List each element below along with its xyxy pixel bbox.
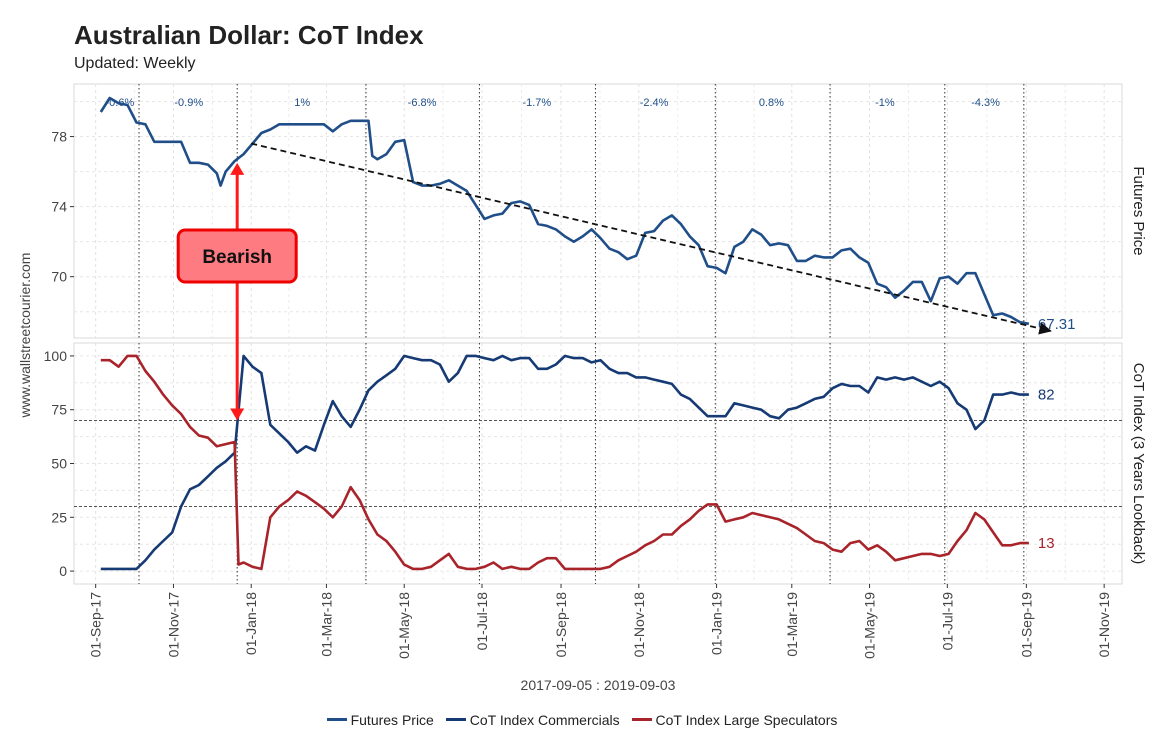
quarter-change-label: -0.9% (174, 97, 203, 109)
y-tick-label: 100 (44, 348, 68, 364)
x-tick-label: 01-Jan-19 (709, 592, 725, 655)
legend-item-futures-price: Futures Price (326, 711, 434, 728)
x-tick-label: 01-Jan-18 (243, 592, 259, 655)
x-tick-label: 01-Nov-19 (1096, 592, 1112, 658)
x-tick-label: 01-Sep-17 (88, 592, 104, 658)
x-tick-label: 01-Sep-18 (553, 592, 569, 658)
quarter-change-label: -4.3% (971, 97, 1000, 109)
trend-arrow (251, 142, 1052, 335)
panel-cot-index-3-years-lookback-strip-label: CoT Index (3 Years Lookback) (1130, 363, 1147, 565)
legend-label-commercials: CoT Index Commercials (469, 711, 620, 728)
x-tick-label: 01-May-18 (396, 592, 412, 659)
bearish-arrow-head-up (230, 162, 245, 175)
panel-futures-price-strip-label: Futures Price (1130, 166, 1147, 255)
quarter-change-label: 0.8% (759, 97, 784, 109)
end-label-cot-index-commercials: 82 (1038, 387, 1055, 404)
x-tick-label: 01-Jul-19 (939, 592, 955, 651)
y-tick-label: 78 (51, 129, 67, 145)
bearish-arrow-head-down (230, 408, 245, 421)
end-label-cot-index-large-speculators: 13 (1038, 535, 1055, 552)
quarter-change-label: 1% (294, 97, 310, 109)
y-tick-label: 70 (51, 269, 67, 285)
bearish-box (176, 228, 298, 284)
y-tick-label: 50 (51, 456, 67, 472)
x-tick-label: 01-Nov-17 (165, 592, 181, 658)
x-tick-label: 01-Nov-18 (631, 592, 647, 658)
chart-subtitle: Updated: Weekly (74, 55, 196, 72)
y-tick-label: 25 (51, 509, 67, 525)
legend-swatch-futures-price (326, 718, 347, 721)
chart-title: Australian Dollar: CoT Index (74, 20, 424, 50)
legend-swatch-commercials (445, 718, 466, 721)
legend-item-commercials: CoT Index Commercials (445, 711, 620, 728)
legend: Futures Price CoT Index Commercials CoT … (0, 708, 1164, 728)
legend-label-large-speculators: CoT Index Large Speculators (655, 711, 838, 728)
quarter-change-label: -1.7% (522, 97, 551, 109)
series-line-cot-index-large-speculators (100, 354, 1029, 571)
legend-swatch-large-speculators (631, 718, 652, 721)
quarter-change-label: -2.4% (640, 97, 669, 109)
x-tick-label: 01-Jul-18 (474, 592, 490, 651)
panel-futures-price-background (73, 83, 1123, 339)
quarter-change-label: -6.8% (408, 97, 437, 109)
y-tick-label: 0 (59, 563, 67, 579)
x-tick-label: 01-May-19 (862, 592, 878, 659)
series-line-futures-price (99, 96, 1030, 326)
date-range-label: 2017-09-05 : 2019-09-03 (521, 677, 676, 693)
quarter-change-label: -0.6% (106, 97, 135, 109)
y-tick-label: 75 (51, 402, 67, 418)
x-tick-label: 01-Sep-19 (1018, 592, 1034, 658)
x-tick-label: 01-Mar-19 (784, 592, 800, 657)
quarter-change-label: -1% (875, 97, 895, 109)
x-tick-label: 01-Mar-18 (318, 592, 334, 657)
legend-label-futures-price: Futures Price (350, 711, 434, 728)
bearish-label: Bearish (202, 247, 272, 268)
watermark-text: www.wallstreetcourier.com (17, 253, 33, 419)
y-tick-label: 74 (51, 199, 67, 215)
legend-item-large-speculators: CoT Index Large Speculators (631, 711, 838, 728)
series-line-cot-index-commercials (100, 354, 1029, 571)
